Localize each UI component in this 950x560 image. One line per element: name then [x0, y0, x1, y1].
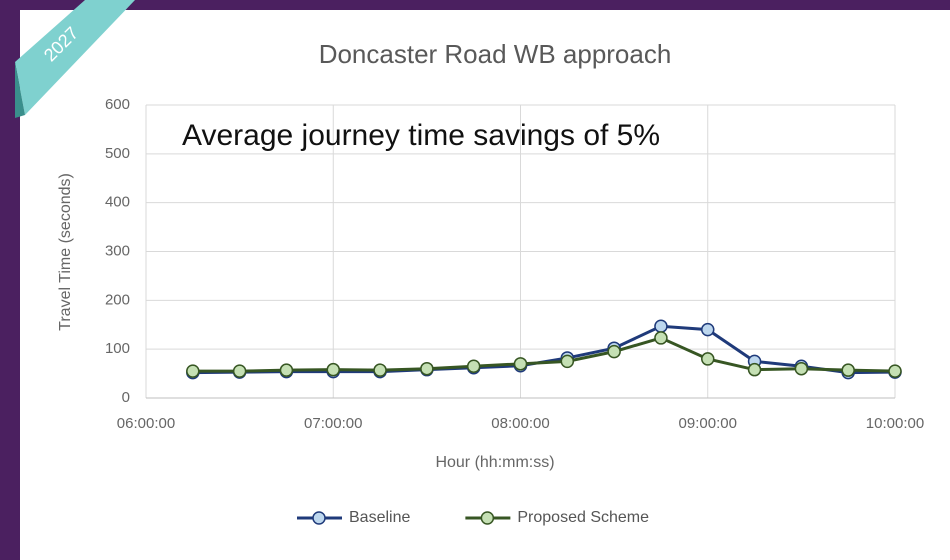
- point: [186, 364, 200, 378]
- legend-label: Baseline: [349, 509, 410, 526]
- point: [794, 361, 809, 376]
- point: [232, 364, 247, 378]
- y-tick-label: 500: [105, 145, 130, 162]
- point: [841, 363, 855, 377]
- y-axis-label: Travel Time (seconds): [57, 173, 74, 331]
- point: [607, 344, 621, 359]
- series-line: [192, 336, 896, 373]
- y-tick-label: 600: [105, 96, 130, 113]
- y-tick-label: 300: [105, 242, 130, 259]
- ribbon-fold: [15, 62, 25, 118]
- point: [654, 319, 668, 333]
- y-tick-label: 200: [105, 291, 130, 308]
- legend-label: Proposed Scheme: [517, 509, 649, 526]
- legend-marker: [480, 511, 495, 525]
- x-tick-label: 06:00:00: [117, 415, 175, 432]
- point: [654, 331, 668, 345]
- point: [279, 363, 294, 377]
- y-tick-label: 0: [122, 389, 130, 406]
- x-axis-label: Hour (hh:mm:ss): [435, 454, 554, 471]
- ribbon: [15, 0, 135, 115]
- y-tick-label: 400: [105, 194, 130, 211]
- point: [560, 354, 575, 369]
- point: [420, 361, 434, 376]
- point: [466, 359, 481, 374]
- point: [513, 357, 528, 371]
- panel: [20, 10, 950, 560]
- point: [888, 364, 902, 378]
- point: [373, 363, 387, 377]
- y-tick-label: 100: [105, 340, 130, 357]
- x-tick-label: 08:00:00: [491, 415, 549, 432]
- point: [701, 322, 715, 337]
- point: [701, 352, 715, 366]
- chart-title: Doncaster Road WB approach: [319, 39, 672, 69]
- x-tick-label: 09:00:00: [679, 415, 737, 432]
- point: [326, 362, 340, 377]
- point: [747, 362, 762, 377]
- legend-marker: [312, 511, 326, 525]
- x-tick-label: 07:00:00: [304, 415, 362, 432]
- annotation: Average journey time savings of 5%: [182, 119, 660, 152]
- x-tick-label: 10:00:00: [866, 415, 924, 432]
